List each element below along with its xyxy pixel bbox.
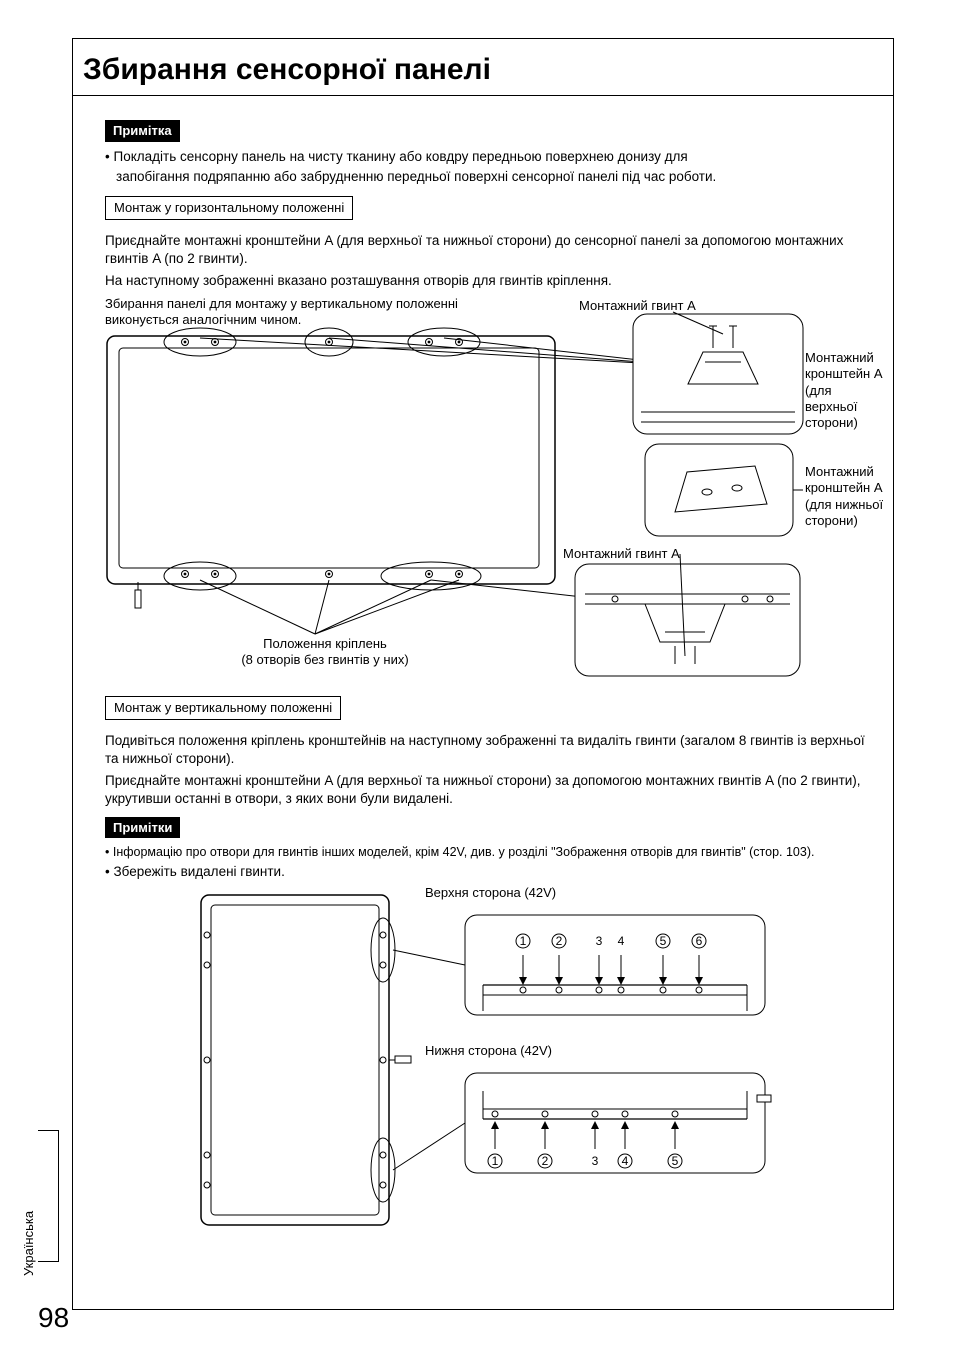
paragraph: Приєднайте монтажні кронштейни A (для ве… [105, 232, 873, 268]
svg-text:1: 1 [520, 934, 527, 948]
note-badge: Примітка [105, 120, 180, 142]
t: (8 отворів без гвинтів у них) [241, 652, 408, 667]
t: кронштейн A [805, 366, 883, 381]
note-text: запобігання подряпанню або забрудненню п… [116, 168, 873, 186]
paragraph: На наступному зображенні вказано розташу… [105, 272, 873, 290]
t: Монтажний [805, 464, 874, 479]
note-2: Примітки Інформацію про отвори для гвинт… [105, 817, 873, 882]
svg-text:2: 2 [542, 1154, 549, 1168]
callout-bracket-bottom: Монтажний кронштейн A (для нижньої сторо… [805, 464, 883, 529]
callout-bottom-side: Нижня сторона (42V) [425, 1043, 552, 1059]
t: сторони) [805, 415, 858, 430]
page-title: Збирання сенсорної панелі [83, 53, 883, 87]
svg-text:6: 6 [696, 934, 703, 948]
t: сторони) [805, 513, 858, 528]
t: Положення кріплень [263, 636, 387, 651]
note-text: Збережіть видалені гвинти. [105, 863, 873, 881]
diagram-svg [105, 296, 885, 686]
svg-text:2: 2 [556, 934, 563, 948]
note-text: Інформацію про отвори для гвинтів інших … [105, 844, 873, 861]
t: (для верхньої [805, 383, 857, 414]
callout-screw-bottom: Монтажний гвинт A [563, 546, 680, 562]
section-heading-vertical: Монтаж у вертикальному положенні [105, 696, 341, 720]
diagram-svg: 1 2 3 4 5 6 1 2 3 4 5 [105, 885, 885, 1240]
page-content: Примітка Покладіть сенсорну панель на чи… [73, 96, 893, 1250]
svg-text:1: 1 [492, 1154, 499, 1168]
t: кронштейн A [805, 480, 883, 495]
callout-top-side: Верхня сторона (42V) [425, 885, 556, 901]
diagram-horizontal: Збирання панелі для монтажу у вертикальн… [105, 296, 885, 686]
paragraph: Подивіться положення кріплень кронштейні… [105, 732, 873, 768]
diagram-note: Збирання панелі для монтажу у вертикальн… [105, 296, 535, 329]
t: Монтажний [805, 350, 874, 365]
paragraph: Приєднайте монтажні кронштейни A (для ве… [105, 772, 873, 808]
svg-text:5: 5 [672, 1154, 679, 1168]
note-badge: Примітки [105, 817, 180, 839]
svg-text:4: 4 [622, 1154, 629, 1168]
callout-bracket-top: Монтажний кронштейн A (для верхньої стор… [805, 350, 885, 431]
language-tab: Українська [21, 1211, 36, 1276]
page-frame: Збирання сенсорної панелі Примітка Покла… [72, 38, 894, 1310]
svg-text:4: 4 [618, 934, 625, 948]
title-block: Збирання сенсорної панелі [73, 39, 893, 96]
side-tab-frame [38, 1130, 59, 1262]
t: (для нижньої [805, 497, 883, 512]
note-1: Примітка Покладіть сенсорну панель на чи… [105, 120, 873, 186]
diagram-vertical: Верхня сторона (42V) Нижня сторона (42V)… [105, 885, 885, 1240]
svg-text:5: 5 [660, 934, 667, 948]
page-number: 98 [38, 1302, 69, 1334]
note-text: Покладіть сенсорну панель на чисту ткани… [105, 148, 873, 166]
section-heading-horizontal: Монтаж у горизонтальному положенні [105, 196, 353, 220]
svg-text:3: 3 [596, 934, 603, 948]
callout-holes: Положення кріплень (8 отворів без гвинті… [195, 636, 455, 669]
callout-screw-top: Монтажний гвинт A [579, 298, 696, 314]
svg-text:3: 3 [592, 1154, 599, 1168]
